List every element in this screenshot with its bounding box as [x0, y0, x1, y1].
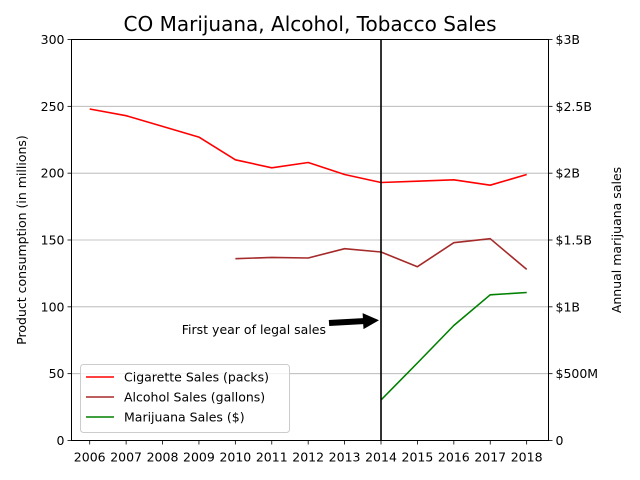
- series-line-cigarette-sales-packs: [89, 108, 527, 186]
- y2-tick-label: 0: [556, 433, 564, 448]
- y2-tick-label: $1.5B: [556, 233, 592, 248]
- y-tick-label: 100: [41, 299, 65, 314]
- y-axis-label: Product consumption (in millions): [14, 135, 29, 345]
- annotation-text: First year of legal sales: [182, 322, 326, 337]
- y-axis-left: 0 50 100 150 200 250 300: [41, 32, 72, 448]
- series-line-marijuana-sales: [380, 291, 527, 401]
- x-tick-label: 2007: [110, 450, 142, 465]
- y-tick-label: 150: [41, 233, 65, 248]
- x-tick-label: 2006: [74, 450, 106, 465]
- legend-label: Alcohol Sales (gallons): [124, 390, 265, 405]
- x-tick-label: 2010: [219, 450, 251, 465]
- annotation: First year of legal sales: [182, 313, 379, 337]
- x-tick-label: 2015: [402, 450, 434, 465]
- y2-tick-label: $2.5B: [556, 99, 592, 114]
- x-tick-label: 2016: [438, 450, 470, 465]
- x-tick-label: 2018: [511, 450, 543, 465]
- y-tick-label: 250: [41, 99, 65, 114]
- y-tick-label: 200: [41, 166, 65, 181]
- x-tick-label: 2017: [474, 450, 506, 465]
- chart-title: CO Marijuana, Alcohol, Tobacco Sales: [124, 12, 497, 36]
- x-tick-label: 2014: [365, 450, 397, 465]
- y2-tick-label: $500M: [556, 366, 599, 381]
- legend: Cigarette Sales (packs) Alcohol Sales (ga…: [80, 364, 290, 433]
- y-tick-label: 0: [57, 433, 65, 448]
- y2-tick-label: $2B: [556, 166, 580, 181]
- x-tick-label: 2013: [329, 450, 361, 465]
- annotation-arrow: [328, 313, 379, 330]
- y-tick-label: 50: [49, 366, 65, 381]
- y2-axis-label: Annual marijuana sales: [609, 167, 624, 313]
- gridlines: [71, 105, 549, 375]
- x-tick-label: 2011: [256, 450, 288, 465]
- y-tick-label: 300: [41, 32, 65, 47]
- series-layer: [89, 108, 528, 401]
- x-tick-label: 2008: [147, 450, 179, 465]
- y-axis-right: 0 $500M $1B $1.5B $2B $2.5B $3B: [548, 32, 599, 448]
- legend-label: Cigarette Sales (packs): [124, 370, 269, 385]
- legend-label: Marijuana Sales ($): [124, 410, 245, 425]
- y2-tick-label: $3B: [556, 32, 580, 47]
- x-axis: 2006 2007 2008 2009 2010 2011 2012 2013 2014 2015…: [74, 440, 543, 465]
- legend-box: [80, 364, 290, 433]
- x-tick-label: 2009: [183, 450, 215, 465]
- y2-tick-label: $1B: [556, 299, 580, 314]
- x-tick-label: 2012: [292, 450, 324, 465]
